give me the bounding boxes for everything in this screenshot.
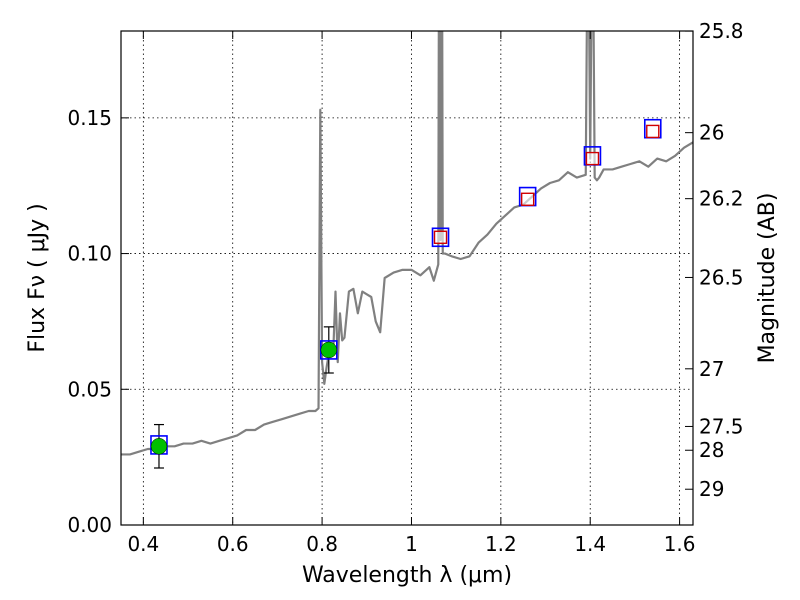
x-tick-label: 1.4 (574, 532, 606, 556)
y-tick-label: 0.05 (67, 377, 112, 401)
mag-tick-label: 28 (699, 438, 724, 462)
y-tick-label: 0.10 (67, 242, 112, 266)
mag-tick-label: 26.2 (699, 187, 744, 211)
mag-tick-label: 25.8 (699, 19, 744, 43)
ticks: 0.4 0.6 0.8 1 1.2 1.4 1.6 0.00 0.05 0.10 0.15 25.8 2… (67, 19, 743, 556)
mag-tick-label: 26.5 (699, 265, 744, 289)
model-square-inner (520, 192, 535, 206)
spectrum-line (121, 31, 693, 456)
photometry-point (320, 341, 338, 359)
model-square-inner (433, 230, 448, 244)
y-tick-label: 0.00 (67, 513, 112, 537)
photometry-point (150, 438, 168, 455)
x-tick-label: 0.6 (217, 532, 249, 556)
x-tick-label: 0.4 (127, 532, 159, 556)
y-tick-label: 0.15 (67, 106, 112, 130)
grid (121, 31, 693, 526)
mag-tick-label: 26 (699, 121, 724, 145)
x-tick-label: 1 (405, 532, 418, 556)
model-square-outer (431, 227, 450, 248)
x-tick-label: 1.6 (664, 532, 696, 556)
x-axis-title: Wavelength λ (μm) (302, 563, 512, 588)
mag-tick-label: 27 (699, 357, 724, 381)
y-axis-right-title: Magnitude (AB) (755, 193, 780, 364)
plot-frame (120, 30, 694, 526)
y-axis-title: Flux Fν ( μJy ) (25, 203, 50, 352)
mag-tick-label: 27.5 (699, 414, 744, 438)
model-square-inner (585, 151, 600, 166)
mag-tick-label: 29 (699, 477, 724, 501)
x-tick-label: 1.2 (485, 532, 517, 556)
x-tick-label: 0.8 (306, 532, 338, 556)
plot-area (121, 31, 693, 469)
model-square-inner (646, 124, 660, 139)
